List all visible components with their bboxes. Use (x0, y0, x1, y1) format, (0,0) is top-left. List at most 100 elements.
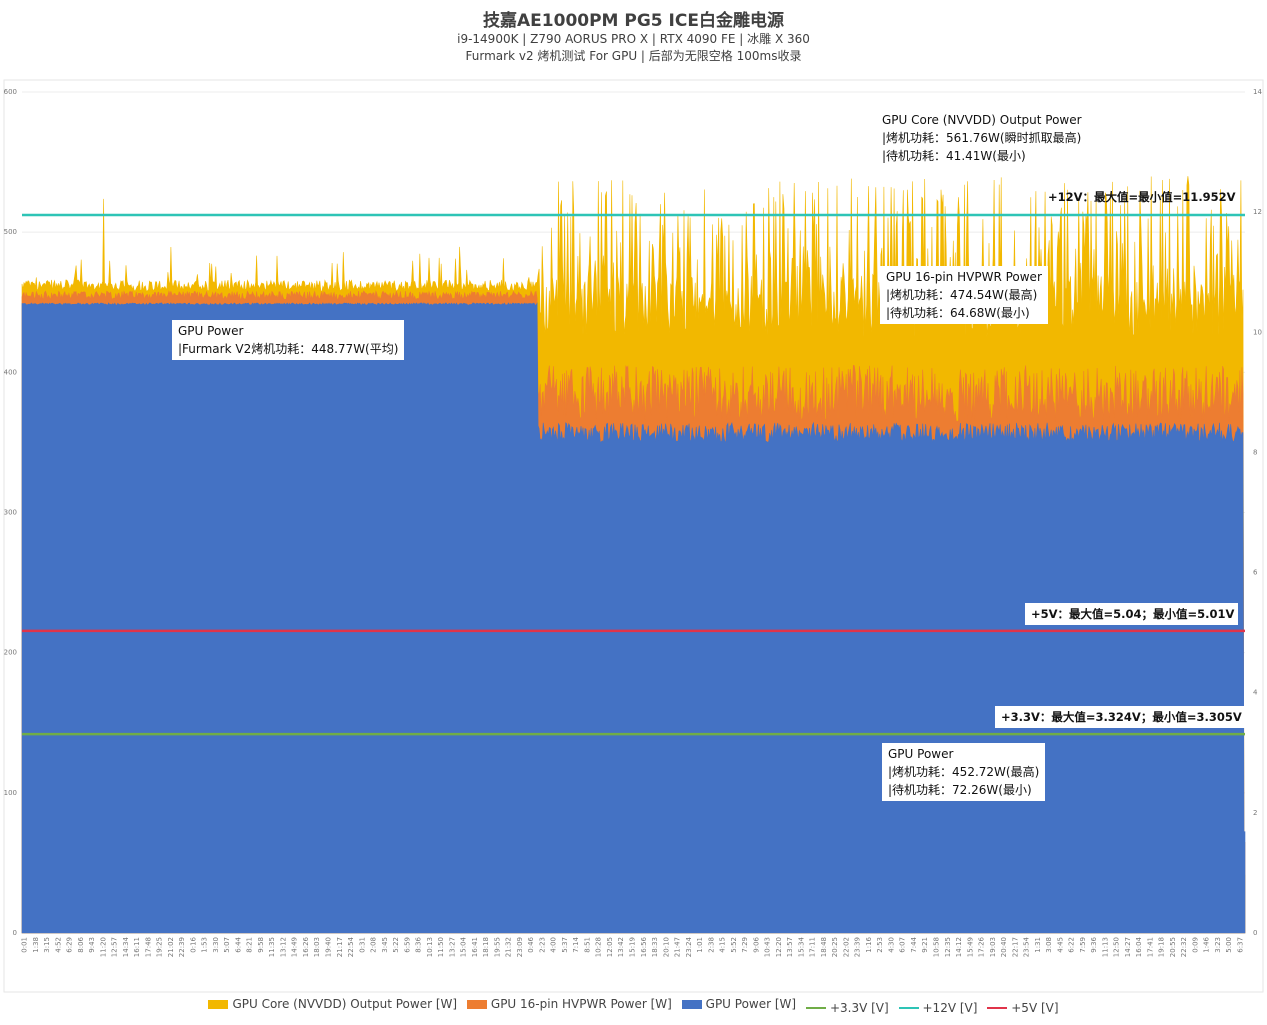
legend-item-5v: +5V [V] (987, 1001, 1059, 1015)
y-left-tick-label: 500 (4, 228, 17, 236)
y-left-tick-label: 400 (4, 368, 17, 376)
x-tick-label: 4:30 (887, 937, 895, 953)
x-tick-label: 6:07 (899, 937, 907, 953)
legend-label: GPU 16-pin HVPWR Power [W] (490, 997, 672, 1011)
x-tick-label: 16:26 (302, 936, 310, 957)
x-tick-label: 16:04 (1135, 936, 1143, 957)
legend-label: GPU Power [W] (705, 997, 797, 1011)
x-tick-label: 5:37 (561, 937, 569, 953)
x-tick-label: 16:41 (471, 937, 479, 957)
y-right-tick-label: 2 (1253, 809, 1257, 817)
x-tick-label: 4:52 (54, 937, 62, 953)
annotation-gpu-power-avg: GPU Power |Furmark V2烤机功耗：448.77W(平均) (172, 320, 405, 360)
x-tick-label: 14:49 (291, 937, 299, 957)
x-tick-label: 21:17 (336, 937, 344, 957)
x-tick-label: 6:44 (234, 936, 242, 952)
x-tick-label: 8:06 (77, 936, 85, 952)
x-tick-label: 13:57 (786, 937, 794, 957)
x-tick-label: 17:48 (144, 937, 152, 957)
x-tick-label: 22:17 (1011, 937, 1019, 957)
legend-item-hvpwr: GPU 16-pin HVPWR Power [W] (466, 997, 672, 1011)
annotation-line: GPU Power (178, 324, 244, 338)
x-tick-label: 23:39 (854, 937, 862, 957)
x-tick-label: 0:01 (21, 937, 29, 953)
x-tick-label: 20:25 (831, 937, 839, 957)
x-tick-label: 8:51 (583, 937, 591, 953)
x-tick-label: 11:50 (437, 937, 445, 957)
x-tick-label: 18:33 (651, 937, 659, 957)
legend-swatch (987, 1006, 1008, 1009)
x-tick-label: 0:16 (189, 936, 197, 952)
y-right-tick-label: 12 (1253, 208, 1262, 216)
y-right-tick-label: 8 (1253, 448, 1257, 456)
x-tick-label: 15:49 (966, 937, 974, 957)
annotation-hvpwr: GPU 16-pin HVPWR Power |烤机功耗：474.54W(最高)… (880, 266, 1048, 324)
x-tick-label: 3:15 (43, 937, 51, 953)
x-tick-label: 13:12 (279, 937, 287, 957)
x-tick-label: 14:34 (122, 936, 130, 957)
x-tick-label: 21:32 (505, 937, 513, 957)
x-tick-label: 20:55 (1169, 937, 1177, 957)
x-tick-label: 22:32 (1180, 937, 1188, 957)
legend-item-gpu-power: GPU Power [W] (681, 997, 797, 1011)
x-tick-label: 16:11 (133, 937, 141, 957)
x-tick-label: 5:52 (730, 937, 738, 953)
x-tick-label: 15:04 (460, 936, 468, 957)
annotation-gpu-power: GPU Power |烤机功耗：452.72W(最高) |待机功耗：72.26W… (882, 743, 1046, 801)
x-tick-label: 6:22 (1068, 937, 1076, 953)
x-tick-label: 13:42 (617, 937, 625, 957)
y-left-tick-label: 100 (4, 789, 17, 797)
x-tick-label: 17:41 (1146, 937, 1154, 957)
x-tick-label: 14:27 (1124, 937, 1132, 957)
x-tick-label: 23:54 (1023, 936, 1031, 957)
x-tick-label: 1:38 (32, 937, 40, 953)
x-tick-label: 18:48 (820, 937, 828, 957)
y-left-tick-label: 600 (4, 88, 17, 96)
legend-swatch (805, 1006, 826, 1009)
x-tick-label: 12:05 (606, 937, 614, 957)
legend-item-3v3: +3.3V [V] (805, 1001, 889, 1015)
x-tick-label: 10:13 (426, 937, 434, 957)
chart-legend: GPU Core (NVVDD) Output Power [W] GPU 16… (0, 997, 1267, 1015)
x-tick-label: 0:31 (358, 937, 366, 953)
y-left-tick-label: 0 (13, 929, 17, 937)
x-tick-label: 11:35 (268, 937, 276, 957)
legend-label: GPU Core (NVVDD) Output Power [W] (232, 997, 458, 1011)
legend-item-nvvdd: GPU Core (NVVDD) Output Power [W] (208, 997, 457, 1011)
x-tick-label: 2:23 (538, 937, 546, 953)
annotation-3v3: +3.3V：最大值=3.324V；最小值=3.305V (995, 706, 1246, 728)
x-tick-label: 7:44 (910, 936, 918, 952)
x-tick-label: 12:50 (1113, 937, 1121, 957)
x-tick-label: 13:27 (448, 937, 456, 957)
annotation-line: |待机功耗：41.41W(最小) (882, 149, 1026, 163)
y-left-tick-label: 200 (4, 649, 17, 657)
x-tick-label: 6:37 (1237, 937, 1245, 953)
x-tick-label: 19:18 (1158, 937, 1166, 957)
x-tick-label: 4:15 (719, 937, 727, 953)
x-tick-label: 4:45 (1056, 937, 1064, 953)
x-tick-label: 5:00 (1225, 937, 1233, 953)
chart-frame (3, 79, 1264, 993)
legend-label: +12V [V] (922, 1000, 978, 1015)
y-right-tick-label: 0 (1253, 929, 1257, 937)
legend-swatch (466, 999, 487, 1009)
x-tick-label: 1:46 (1203, 936, 1211, 952)
x-tick-label: 3:30 (212, 937, 220, 953)
x-tick-label: 2:53 (876, 937, 884, 953)
x-tick-label: 8:21 (246, 937, 254, 953)
x-tick-label: 17:11 (809, 937, 817, 957)
x-tick-label: 21:47 (674, 937, 682, 957)
x-tick-label: 10:58 (933, 937, 941, 957)
x-tick-label: 19:55 (493, 937, 501, 957)
x-tick-label: 20:40 (1000, 937, 1008, 957)
x-tick-label: 14:12 (955, 937, 963, 957)
legend-swatch (898, 1006, 919, 1009)
x-tick-label: 11:20 (99, 937, 107, 957)
x-tick-label: 10:43 (764, 937, 772, 957)
legend-item-12v: +12V [V] (898, 1000, 978, 1015)
x-tick-label: 9:58 (257, 937, 265, 953)
x-tick-label: 22:54 (347, 936, 355, 957)
x-tick-label: 10:28 (595, 937, 603, 957)
x-tick-label: 6:59 (403, 937, 411, 953)
x-tick-label: 2:38 (707, 937, 715, 953)
